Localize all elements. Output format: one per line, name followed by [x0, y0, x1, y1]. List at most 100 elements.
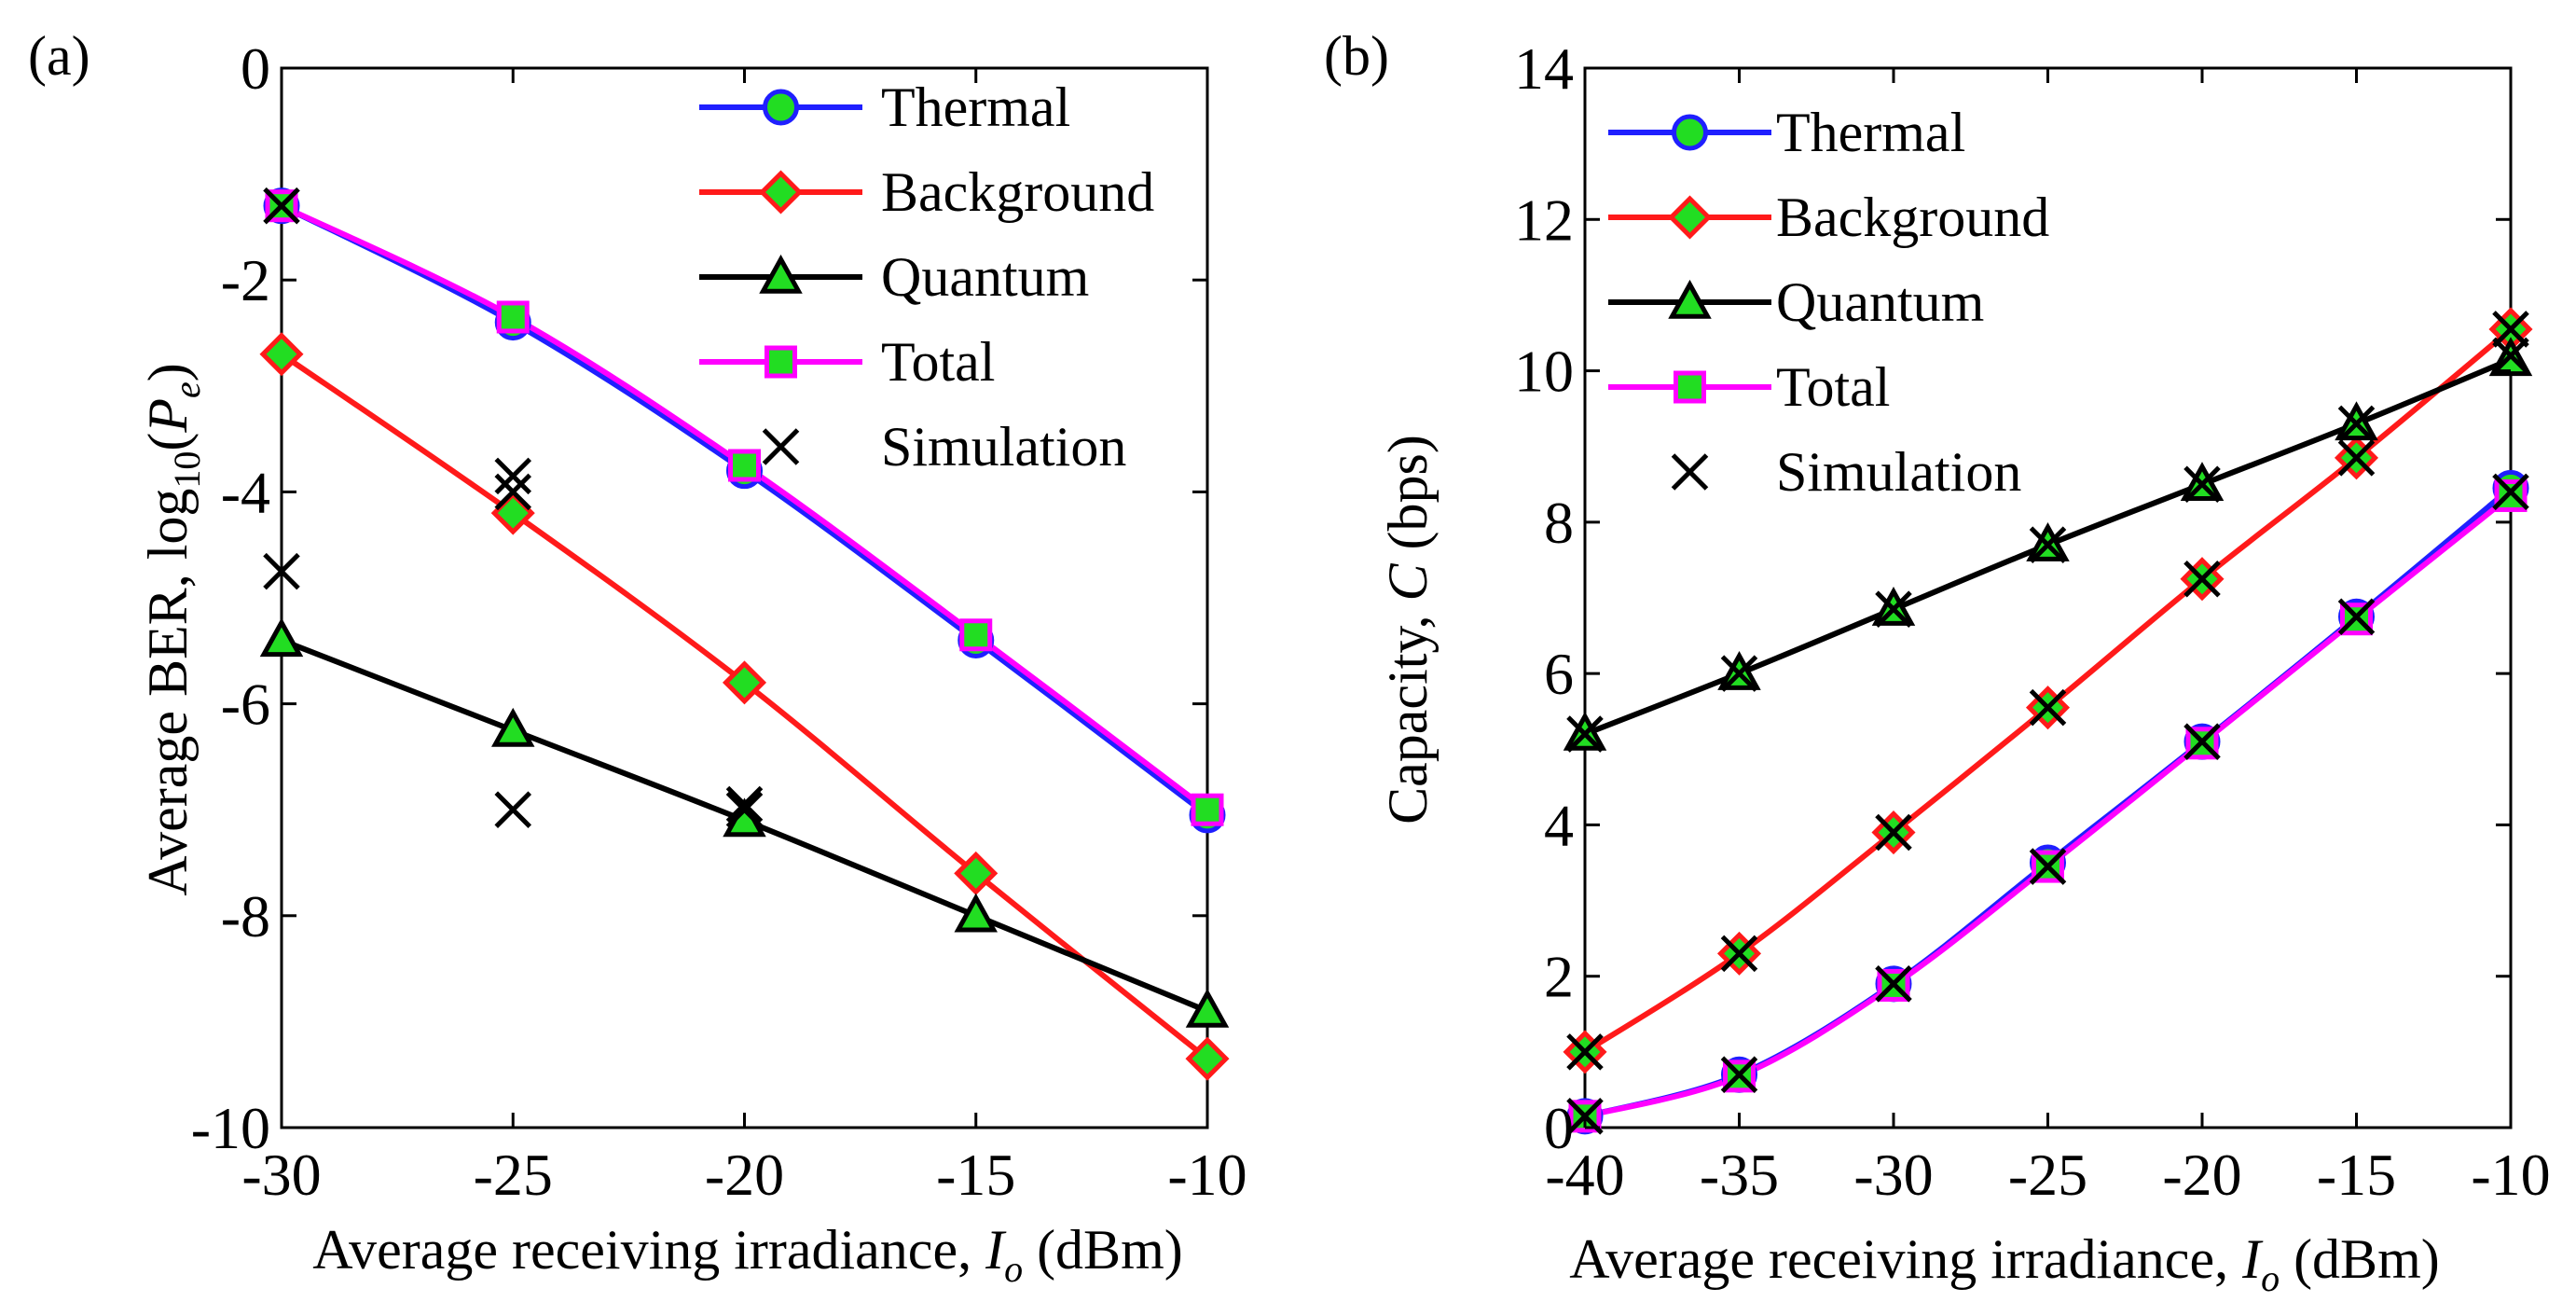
panel-b-simulation-point — [2492, 311, 2529, 348]
panel-b-simulation-point — [2183, 723, 2221, 760]
panel-a-simulation-point — [725, 791, 764, 828]
panel-a-x-tick-label: -20 — [705, 1142, 784, 1208]
panel-b-x-tick-label: -20 — [2162, 1142, 2241, 1208]
panel-a-point-background — [1185, 1036, 1230, 1081]
panel-a-y-tick-label: -4 — [221, 459, 270, 525]
panel-a-legend-marker-total — [765, 345, 797, 379]
panel-a-legend-marker-thermal — [763, 89, 799, 126]
panel-b-x-tick-label: -40 — [1545, 1142, 1624, 1208]
panel-a-x-axis-label: Average receiving irradiance, Io (dBm) — [312, 1219, 1182, 1290]
panel-b-simulation-point — [2492, 473, 2529, 511]
panel-a-y-tick-label: -8 — [221, 883, 270, 949]
panel-a-chart: (a) -30 -25 -20 -15 -10-10-8-6-4-20 Average … — [28, 25, 1247, 1290]
panel-b-series-line-thermal — [1584, 486, 2513, 1119]
panel-b-y-axis-label: Capacity, C (bps) — [1377, 435, 1439, 824]
panel-b-y-tick-label: 10 — [1514, 339, 1574, 405]
panel-b-simulation-point — [1875, 965, 1912, 1003]
panel-a-y-tick-label: -6 — [221, 672, 270, 738]
panel-b-simulation-point — [2492, 337, 2529, 375]
panel-a-simulation-point — [725, 785, 764, 824]
panel-b-legend-label-total: Total — [1776, 356, 1890, 418]
panel-b-legend-marker-total — [1674, 370, 1706, 404]
panel-a-y-tick-label: 0 — [241, 35, 270, 102]
panel-a-point-total — [959, 618, 993, 652]
panel-a-point-total — [496, 300, 530, 334]
panel-a-simulation-point — [263, 187, 300, 225]
panel-b-simulation-point — [1875, 813, 1912, 852]
panel-b-x-tick-label: -10 — [2471, 1142, 2550, 1208]
panel-a-legend-marker-quantum — [759, 254, 803, 294]
panel-a-plot-area — [259, 66, 1230, 1129]
panel-b-y-tick-label: 6 — [1544, 641, 1574, 707]
panel-a-legend-label-simulation: Simulation — [881, 416, 1126, 478]
panel-b-simulation-point — [2337, 598, 2376, 636]
panel-b-simulation-point — [1720, 935, 1758, 973]
panel-a-ticks: -30 -25 -20 -15 -10-10-8-6-4-20 — [191, 35, 1247, 1208]
panel-b-legend-label-quantum: Quantum — [1776, 271, 1984, 333]
panel-a-y-tick-label: -2 — [221, 247, 270, 313]
panel-b-simulation-point — [2029, 688, 2067, 727]
panel-a-label: (a) — [28, 25, 90, 87]
panel-a-legend-label-quantum: Quantum — [881, 246, 1089, 308]
panel-a-simulation-point — [494, 791, 532, 828]
panel-b-y-tick-label: 12 — [1514, 187, 1574, 253]
panel-a-point-background — [722, 660, 767, 705]
panel-a-point-background — [954, 851, 999, 895]
panel-a-point-quantum — [1185, 988, 1230, 1028]
panel-b-legend-marker-simulation — [1671, 453, 1709, 491]
panel-a-legend-label-total: Total — [881, 331, 995, 393]
panel-b-series-line-total — [1584, 493, 2513, 1119]
panel-b-ticks: -40 -35 -30 -25 -20 -15 -10 0 2 4 6 8 10 12 14 — [1514, 35, 2551, 1208]
panel-b-label: (b) — [1324, 25, 1389, 87]
panel-a-legend-label-background: Background — [881, 161, 1154, 223]
panel-a-point-quantum — [954, 893, 998, 933]
panel-b-legend-label-background: Background — [1776, 187, 2049, 248]
panel-b-x-axis-label: Average receiving irradiance, Io (dBm) — [1569, 1228, 2439, 1299]
panel-b-simulation-point — [2183, 465, 2221, 504]
panel-a-legend-label-thermal: Thermal — [881, 76, 1070, 138]
panel-b-simulation-point — [1566, 715, 1604, 753]
panel-b-legend: Thermal Background Quantum Total Simulation — [1608, 102, 2049, 503]
panel-b-simulation-point — [1875, 590, 1912, 628]
panel-b-x-tick-label: -15 — [2317, 1142, 2396, 1208]
panel-a-x-tick-label: -25 — [474, 1142, 553, 1208]
panel-a-simulation-point — [263, 552, 300, 590]
panel-a-legend-marker-simulation — [762, 428, 800, 465]
panel-b-x-tick-label: -25 — [2008, 1142, 2087, 1208]
panel-a-simulation-point — [494, 457, 532, 495]
panel-b-simulation-point — [2337, 439, 2376, 477]
panel-b-legend-label-thermal: Thermal — [1776, 102, 1965, 163]
panel-b-legend-marker-thermal — [1672, 114, 1708, 151]
panel-b-chart: (b) -40 -35 -30 -25 -20 -15 -10 0 2 4 6 8 10 12 14 Ave… — [1324, 25, 2551, 1299]
panel-b-y-tick-label: 2 — [1544, 944, 1574, 1010]
panel-b-y-tick-label: 0 — [1544, 1095, 1574, 1161]
panel-b-simulation-point — [2337, 405, 2376, 443]
panel-b-simulation-point — [2183, 560, 2221, 598]
panel-b-simulation-point — [2029, 848, 2067, 885]
panel-b-legend-label-simulation: Simulation — [1776, 441, 2021, 503]
panel-b-simulation-point — [1720, 655, 1758, 692]
panel-b-simulation-point — [1720, 1056, 1758, 1093]
panel-b-y-tick-label: 4 — [1544, 792, 1574, 858]
panel-a-x-tick-label: -10 — [1167, 1142, 1247, 1208]
panel-a-point-quantum — [491, 707, 535, 747]
panel-a-plot-frame — [280, 66, 1209, 1129]
panel-a-point-total — [728, 449, 761, 482]
panel-a-simulation-point — [494, 473, 532, 511]
panel-b-x-tick-label: -30 — [1853, 1142, 1933, 1208]
panel-b-y-tick-label: 14 — [1514, 35, 1574, 102]
panel-b-simulation-point — [2029, 526, 2067, 563]
panel-a-point-quantum — [259, 617, 304, 658]
panel-b-x-tick-label: -35 — [1700, 1142, 1779, 1208]
panel-b-simulation-point — [1566, 1033, 1604, 1071]
panel-a-point-background — [259, 332, 304, 377]
panel-b-point-total — [2494, 478, 2528, 512]
panel-a-x-tick-label: -30 — [241, 1142, 321, 1208]
panel-a-y-tick-label: -10 — [191, 1095, 270, 1161]
panel-a-y-axis-label: Average BER, log10(Pe) — [137, 363, 208, 896]
panel-a-point-total — [1191, 793, 1224, 826]
panel-a-point-background — [490, 491, 535, 535]
panel-b-plot-area — [1563, 66, 2533, 1135]
panel-b-legend-marker-quantum — [1668, 279, 1712, 319]
